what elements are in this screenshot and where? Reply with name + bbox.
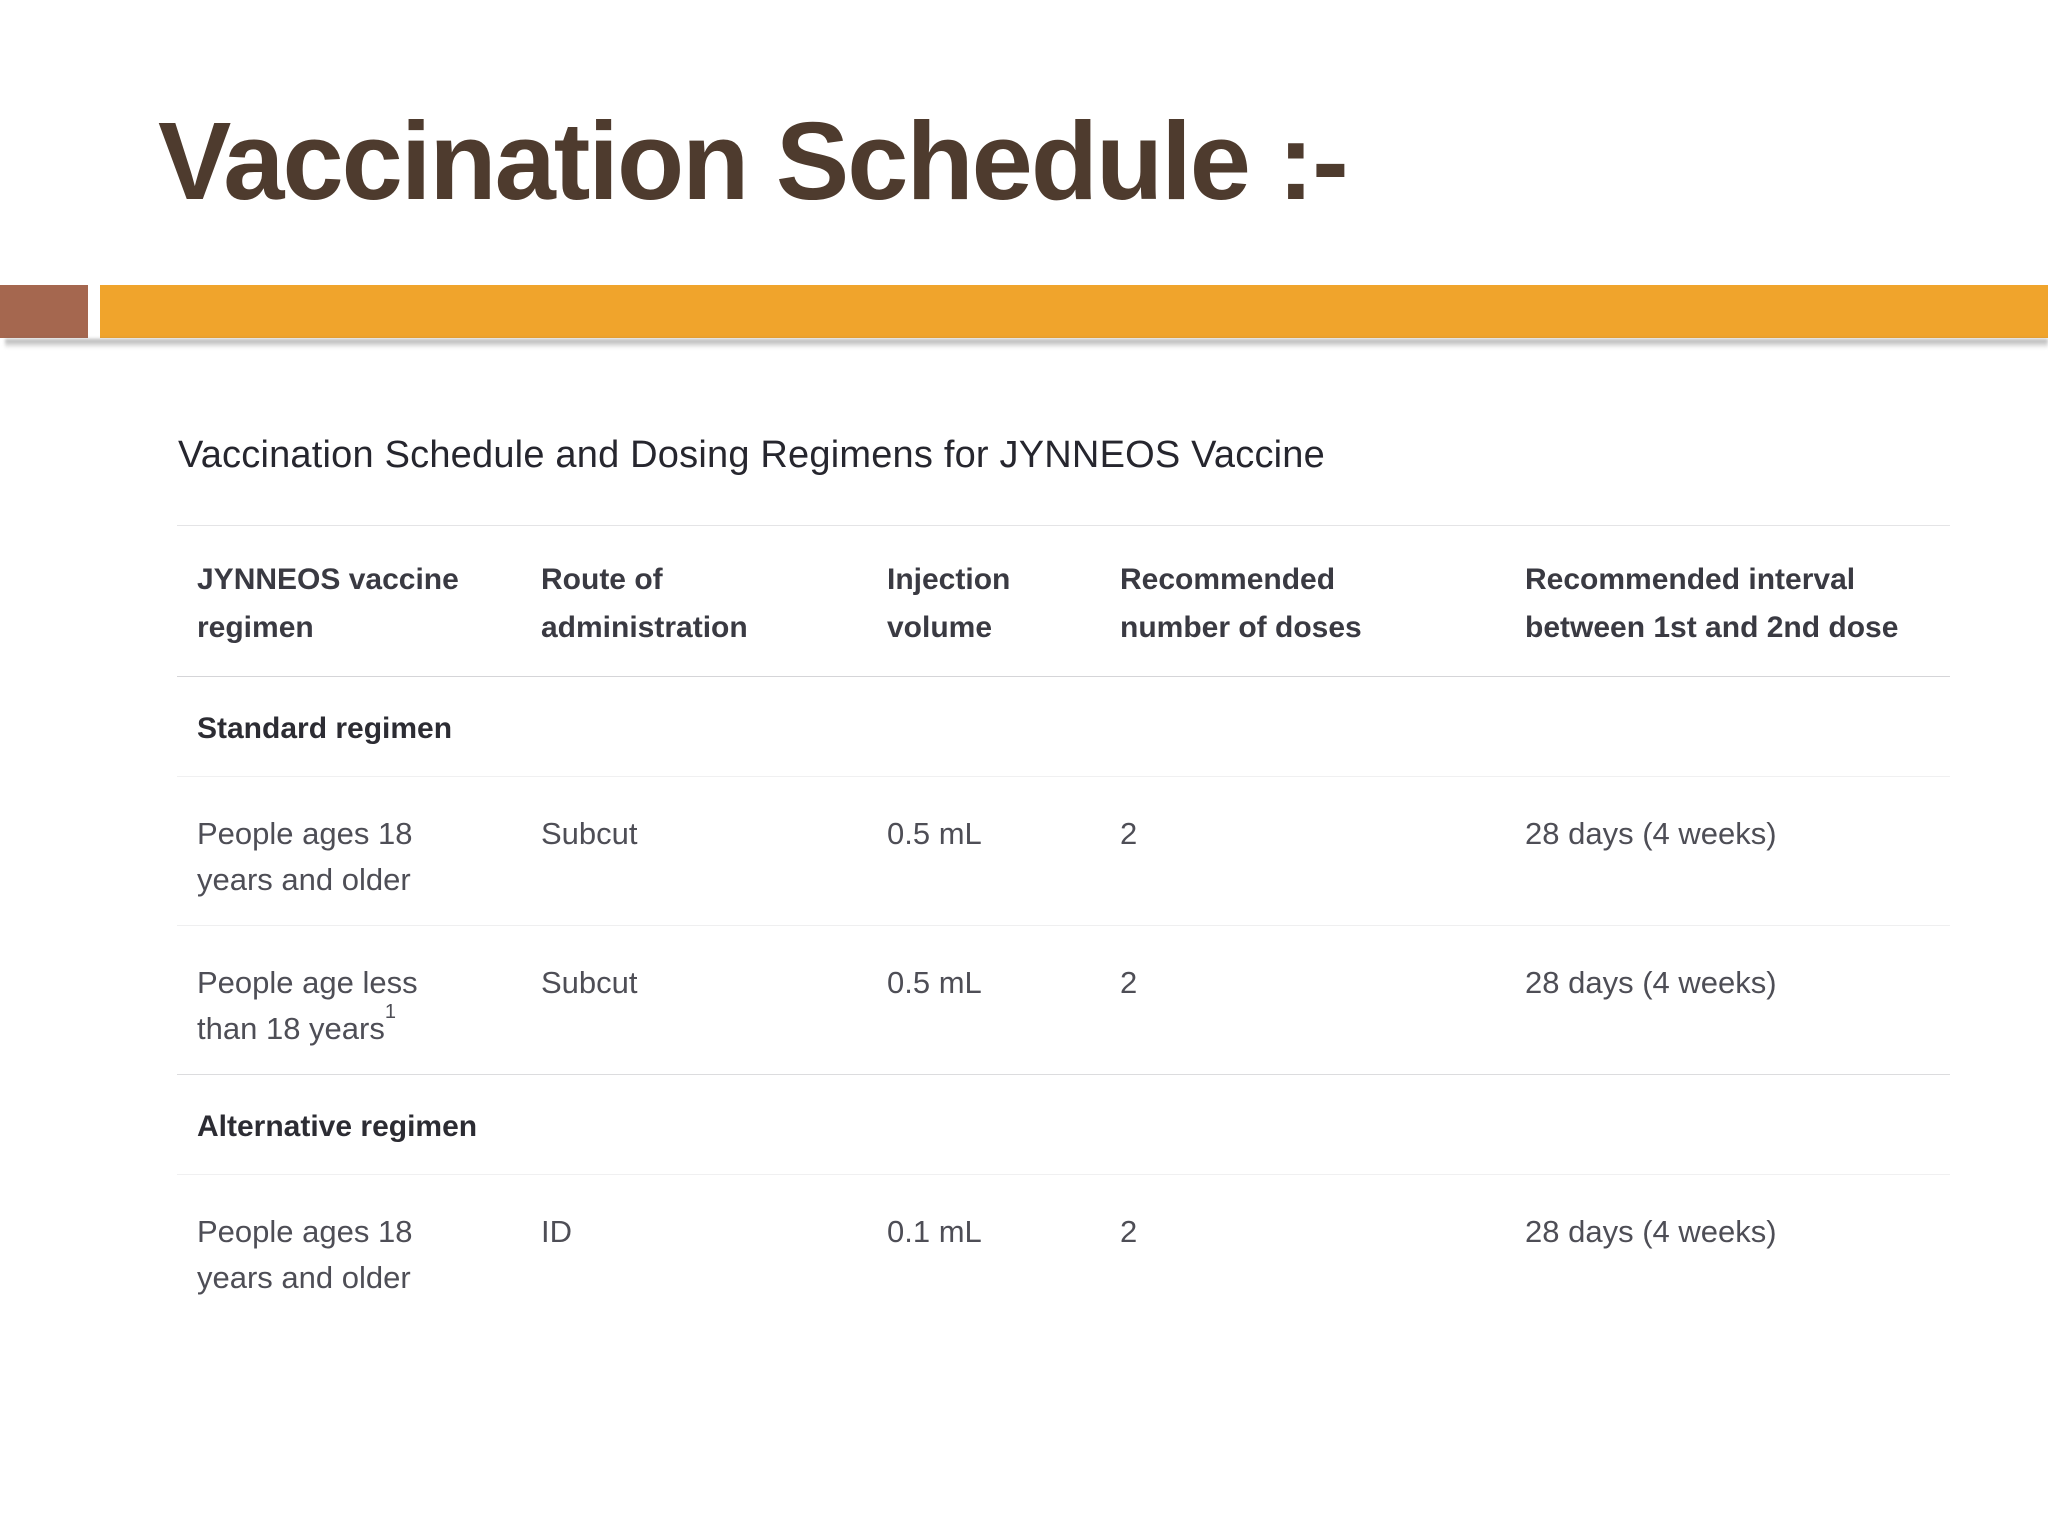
cell-doses: 2	[1120, 1214, 1138, 1249]
column-header-text: Injection	[887, 563, 1011, 596]
cell-text: years and older	[197, 1260, 411, 1295]
cell-text: than 18 years1	[197, 1002, 541, 1052]
column-header-route: Route of administration	[541, 556, 887, 652]
cell-regimen: People ages 18 years and older	[177, 811, 541, 903]
column-header-doses: Recommended number of doses	[1120, 556, 1525, 652]
cell-route: ID	[541, 1214, 572, 1249]
cell-regimen: People age less than 18 years1	[177, 960, 541, 1052]
table-caption: Vaccination Schedule and Dosing Regimens…	[178, 434, 1325, 476]
cell-doses: 2	[1120, 816, 1138, 851]
cell-text: People age less	[197, 965, 418, 1000]
column-header-regimen: JYNNEOS vaccine regimen	[177, 556, 541, 652]
cell-interval: 28 days (4 weeks)	[1525, 965, 1777, 1000]
section-label: Standard regimen	[197, 712, 453, 745]
accent-brown-block	[0, 285, 88, 338]
cell-interval: 28 days (4 weeks)	[1525, 816, 1777, 851]
cell-volume: 0.5 mL	[887, 965, 982, 1000]
accent-orange-bar	[100, 285, 2048, 338]
cell-text: People ages 18	[197, 816, 413, 851]
column-header-text: between 1st and 2nd dose	[1525, 611, 1899, 644]
column-header-text: administration	[541, 611, 748, 644]
section-row-alternative-regimen: Alternative regimen	[177, 1075, 1950, 1175]
column-header-text: number of doses	[1120, 611, 1362, 644]
cell-route: Subcut	[541, 965, 638, 1000]
section-label: Alternative regimen	[197, 1110, 478, 1143]
cell-volume: 0.1 mL	[887, 1214, 982, 1249]
column-header-text: Recommended	[1120, 563, 1336, 596]
column-header-text: JYNNEOS vaccine	[197, 563, 459, 596]
cell-interval: 28 days (4 weeks)	[1525, 1214, 1777, 1249]
cell-text: years and older	[197, 1255, 541, 1301]
column-header-text: volume	[887, 611, 993, 644]
column-header-text: Route of	[541, 563, 663, 596]
table-row: People age less than 18 years1 Subcut 0.…	[177, 926, 1950, 1075]
slide-title: Vaccination Schedule :-	[158, 100, 1349, 223]
column-header-text: regimen	[197, 611, 314, 644]
section-row-standard-regimen: Standard regimen	[177, 677, 1950, 777]
cell-text: years and older	[197, 862, 411, 897]
column-header-interval: Recommended interval between 1st and 2nd…	[1525, 556, 1950, 652]
cell-route: Subcut	[541, 816, 638, 851]
column-header-volume: Injection volume	[887, 556, 1120, 652]
cell-text: People ages 18	[197, 1214, 413, 1249]
cell-text: than 18 years	[197, 1011, 385, 1046]
dosing-table: JYNNEOS vaccine regimen Route of adminis…	[177, 525, 1950, 1323]
table-row: People ages 18 years and older Subcut 0.…	[177, 777, 1950, 926]
column-header-text: Recommended interval	[1525, 563, 1856, 596]
table-row: People ages 18 years and older ID 0.1 mL…	[177, 1175, 1950, 1323]
footnote-marker: 1	[384, 1000, 396, 1023]
cell-doses: 2	[1120, 965, 1138, 1000]
cell-volume: 0.5 mL	[887, 816, 982, 851]
cell-regimen: People ages 18 years and older	[177, 1209, 541, 1301]
banner-shadow	[5, 339, 2048, 348]
cell-text: years and older	[197, 857, 541, 903]
table-header-row: JYNNEOS vaccine regimen Route of adminis…	[177, 526, 1950, 677]
